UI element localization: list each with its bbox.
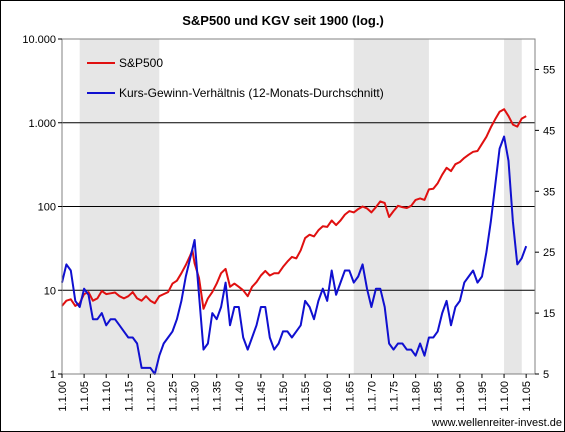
x-tick-label: 1.1.00 xyxy=(499,381,511,412)
x-tick-label: 1.1.05 xyxy=(521,381,533,412)
x-tick-label: 1.1.90 xyxy=(455,381,467,412)
x-tick-label: 1.1.85 xyxy=(433,381,445,412)
y-right-tick-label: 35 xyxy=(543,186,555,198)
x-tick-label: 1.1.40 xyxy=(234,381,246,412)
legend-label-kgv: Kurs-Gewinn-Verhältnis (12-Monats-Durchs… xyxy=(119,86,384,100)
y-right-tick-label: 45 xyxy=(543,125,555,137)
x-tick-label: 1.1.30 xyxy=(190,381,202,412)
x-tick-label: 1.1.45 xyxy=(256,381,268,412)
x-tick-label: 1.1.70 xyxy=(366,381,378,412)
source-credit: www.wellenreiter-invest.de xyxy=(431,417,562,429)
x-tick-label: 1.1.65 xyxy=(344,381,356,412)
x-tick-label: 1.1.95 xyxy=(477,381,489,412)
x-tick-label: 1.1.35 xyxy=(212,381,224,412)
x-tick-label: 1.1.10 xyxy=(101,381,113,412)
series-line-kgv xyxy=(61,135,528,375)
x-tick-label: 1.1.15 xyxy=(123,381,135,412)
y-left-tick-label: 1.000 xyxy=(28,118,56,130)
x-tick-label: 1.1.60 xyxy=(322,381,334,412)
y-left-tick-label: 10.000 xyxy=(22,34,56,46)
series-line-sp500 xyxy=(61,108,527,310)
y-right-tick-label: 25 xyxy=(543,247,555,259)
legend-label-sp500: S&P500 xyxy=(119,56,163,70)
y-right-tick-label: 5 xyxy=(543,369,549,381)
x-tick-label: 1.1.55 xyxy=(300,381,312,412)
x-tick-label: 1.1.05 xyxy=(79,381,91,412)
y-right-tick-label: 55 xyxy=(543,64,555,76)
y-left-tick-label: 100 xyxy=(38,202,56,214)
y-left-tick-label: 10 xyxy=(44,285,56,297)
x-tick-label: 1.1.50 xyxy=(278,381,290,412)
chart-title: S&P500 und KGV seit 1900 (log.) xyxy=(182,13,384,28)
y-left-tick-label: 1 xyxy=(50,369,56,381)
x-tick-label: 1.1.20 xyxy=(145,381,157,412)
legend: S&P500 Kurs-Gewinn-Verhältnis (12-Monats… xyxy=(87,56,384,100)
x-tick-label: 1.1.25 xyxy=(168,381,180,412)
x-tick-label: 1.1.00 xyxy=(57,381,69,412)
x-tick-label: 1.1.80 xyxy=(411,381,423,412)
y-right-tick-label: 15 xyxy=(543,308,555,320)
x-tick-label: 1.1.75 xyxy=(389,381,401,412)
